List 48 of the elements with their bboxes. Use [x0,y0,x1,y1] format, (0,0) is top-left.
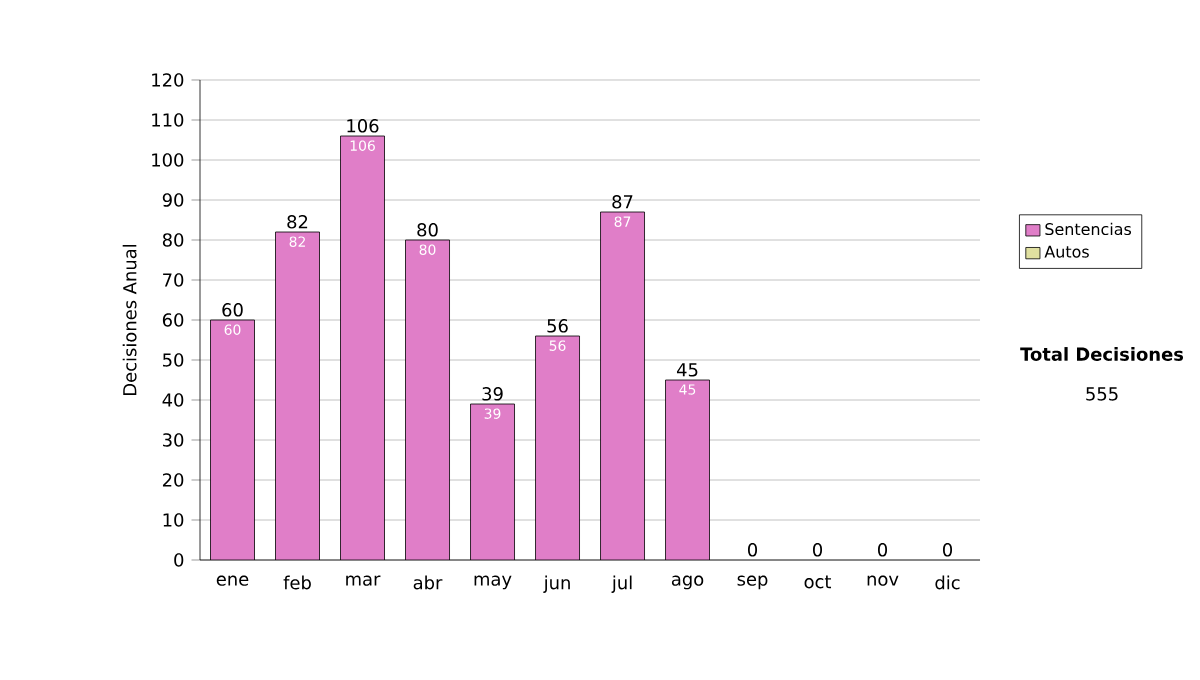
text: Total Decisiones [1020,347,1184,361]
x-tick-label: abr [413,575,443,590]
x-tick-label: feb [283,575,311,590]
y-tick-label: 30 [163,433,184,447]
total-label: 56 [547,319,568,333]
total-label: 60 [222,303,243,317]
bar [340,136,385,560]
total-label: 106 [347,119,379,133]
y-tick-label: 70 [163,273,184,287]
y-tick-label: 90 [162,193,184,207]
bar [210,320,255,560]
x-tick-label: nov [867,575,899,586]
y-tick-label: 80 [162,233,184,247]
bar [405,240,450,560]
total-label: 45 [676,363,698,377]
y-tick-label: 110 [152,113,184,127]
y-tick-label: 10 [163,513,184,527]
x-tick-label: ene [216,575,249,586]
bar [275,232,320,560]
total-label: 0 [943,543,953,557]
y-tick-label: 50 [163,353,184,367]
x-tick-label: may [474,575,512,590]
y-tick-label: 20 [162,473,184,487]
total-label: 80 [417,223,438,237]
y-tick-label: 0 [174,553,184,567]
total-label: 0 [748,543,758,557]
x-tick-label: jul [611,575,632,593]
y-axis-title: Decisiones Anual [122,244,137,395]
x-tick-label: mar [346,575,381,586]
x-tick-label: sep [737,575,768,590]
total-label: 87 [612,195,633,209]
total-label: 0 [878,543,888,557]
y-tick-label: 40 [162,393,184,407]
bar [470,404,515,560]
bar [535,336,580,560]
x-tick-label: ago [671,575,704,590]
bar [600,212,645,560]
x-tick-label: jun [543,575,570,593]
y-tick-label: 60 [162,313,184,327]
total-label: 39 [482,387,503,401]
total-label: 82 [287,215,308,229]
text: 555 [1086,387,1118,401]
y-tick-label: 120 [152,73,184,87]
bar [665,379,710,560]
x-tick-label: oct [804,575,832,589]
y-tick-label: 100 [152,153,184,167]
total-label: 0 [813,543,823,557]
x-tick-label: dic [935,575,960,590]
